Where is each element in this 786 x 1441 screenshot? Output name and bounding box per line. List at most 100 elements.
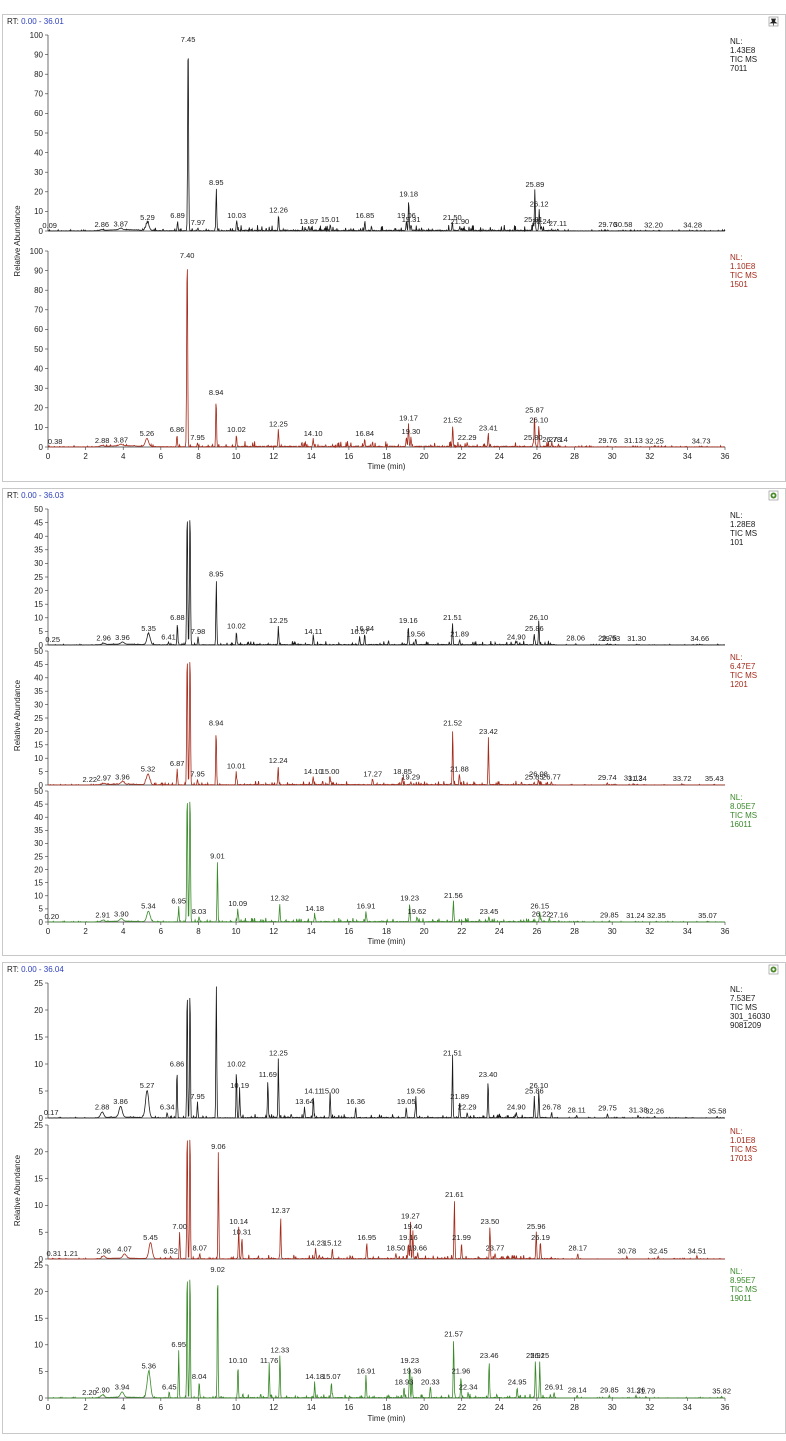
peak-label: 8.94 <box>209 719 224 728</box>
peak-label: 11.76 <box>260 1356 278 1365</box>
peak-label: 32.45 <box>649 1246 668 1255</box>
peak-label: 19.16 <box>399 1233 418 1242</box>
peak-label: 29.75 <box>598 634 617 643</box>
y-tick-label: 15 <box>34 1033 43 1042</box>
peak-label: 6.34 <box>160 1103 175 1112</box>
peak-label: 19.23 <box>400 894 419 903</box>
peak-label: 23.77 <box>486 1244 505 1253</box>
peak-label: 35.43 <box>705 774 724 783</box>
settings-icon[interactable] <box>768 964 779 975</box>
y-tick-label: 10 <box>34 1201 43 1210</box>
peak-label: 12.24 <box>269 756 288 765</box>
x-tick-label: 10 <box>232 927 241 936</box>
x-tick-label: 34 <box>683 927 692 936</box>
settings-icon[interactable] <box>768 490 779 501</box>
nl-line: NL: <box>730 37 742 46</box>
peak-label: 26.78 <box>542 435 561 444</box>
nl-line: 1201 <box>730 680 748 689</box>
peak-label: 2.86 <box>94 220 109 229</box>
y-tick-label: 5 <box>39 1087 44 1096</box>
x-tick-label: 34 <box>683 452 692 461</box>
nl-line: TIC MS <box>730 55 757 64</box>
peak-label: 6.89 <box>170 211 185 220</box>
peak-label: 0.38 <box>48 437 63 446</box>
peak-label: 19.05 <box>397 1097 416 1106</box>
y-tick-label: 25 <box>34 1261 43 1270</box>
x-tick-label: 20 <box>420 1403 429 1412</box>
peak-label: 7.95 <box>190 433 205 442</box>
peak-label: 7.45 <box>181 35 196 44</box>
x-tick-label: 26 <box>532 1403 541 1412</box>
y-tick-label: 0 <box>39 1255 44 1264</box>
y-tick-label: 5 <box>39 905 44 914</box>
trace-line <box>47 1139 726 1261</box>
y-tick-label: 20 <box>34 188 43 197</box>
peak-label: 30.78 <box>617 1246 636 1255</box>
x-tick-label: 12 <box>269 1403 278 1412</box>
y-tick-label: 25 <box>34 852 43 861</box>
nl-line: 7011 <box>730 64 748 73</box>
chromatogram-trace-black: 0 5 10 15 20 25 30 35 40 45 50 0.25 2.96 3.96 5.35 6.41… <box>34 505 757 650</box>
y-tick-label: 0 <box>39 641 44 650</box>
peak-label: 26.08 <box>529 770 548 779</box>
peak-label: 12.25 <box>269 1049 288 1058</box>
peak-label: 3.96 <box>115 633 130 642</box>
x-tick-label: 0 <box>46 452 51 461</box>
peak-label: 2.88 <box>95 1103 110 1112</box>
nl-line: TIC MS <box>730 811 757 820</box>
peak-label: 2.91 <box>95 911 110 920</box>
x-tick-label: 16 <box>344 1403 353 1412</box>
y-tick-label: 10 <box>34 1060 43 1069</box>
peak-label: 25.89 <box>525 180 544 189</box>
peak-label: 5.35 <box>141 624 156 633</box>
y-axis-title: Relative Abundance <box>13 205 22 277</box>
nl-line: 1.28E8 <box>730 520 756 529</box>
y-tick-label: 0 <box>39 918 44 927</box>
peak-label: 25.87 <box>525 406 544 415</box>
x-tick-label: 14 <box>307 1403 316 1412</box>
peak-label: 19.06 <box>397 211 416 220</box>
panel-1-svg: RT: 0.00 - 36.01 Relative Abundance Time (… <box>7 16 779 471</box>
nl-line: NL: <box>730 985 742 994</box>
peak-label: 19.16 <box>399 616 418 625</box>
x-tick-label: 18 <box>382 452 391 461</box>
peak-label: 15.00 <box>321 1086 340 1095</box>
peak-label: 7.95 <box>190 770 205 779</box>
y-tick-label: 90 <box>34 50 43 59</box>
nl-line: TIC MS <box>730 1003 757 1012</box>
peak-label: 19.17 <box>399 413 418 422</box>
peak-label: 29.75 <box>598 1104 617 1113</box>
pin-icon[interactable] <box>768 16 779 27</box>
peak-label: 21.52 <box>443 415 462 424</box>
peak-label: 5.29 <box>140 213 155 222</box>
peak-label: 29.74 <box>598 773 617 782</box>
chromatogram-panel-1: RT: 0.00 - 36.01 Relative Abundance Time (… <box>2 14 786 482</box>
trace-line <box>47 1279 726 1400</box>
x-tick-label: 6 <box>159 1403 164 1412</box>
peak-label: 24.95 <box>508 1377 527 1386</box>
peak-label: 3.87 <box>113 219 128 228</box>
nl-line: 19011 <box>730 1294 752 1303</box>
peak-label: 32.25 <box>645 436 664 445</box>
peak-label: 16.84 <box>355 624 374 633</box>
peak-label: 5.26 <box>140 429 155 438</box>
chromatogram-trace-red: 0 5 10 15 20 25 0.31 1.21 2.96 4.07 5.45 6.52 7.00 8.… <box>34 1121 757 1264</box>
peak-label: 14.10 <box>304 767 323 776</box>
nl-line: TIC MS <box>730 529 757 538</box>
x-tick-label: 0 <box>46 1403 51 1412</box>
y-tick-label: 10 <box>34 754 43 763</box>
peak-label: 17.27 <box>363 770 382 779</box>
y-tick-label: 20 <box>34 727 43 736</box>
panel-3-svg: RT: 0.00 - 36.04 Relative Abundance Time (… <box>7 964 779 1423</box>
peak-label: 2.90 <box>95 1385 110 1394</box>
x-axis-title: Time (min) <box>368 462 406 471</box>
peak-label: 2.97 <box>97 774 112 783</box>
x-tick-label: 20 <box>420 452 429 461</box>
y-tick-label: 0 <box>39 443 44 452</box>
y-tick-label: 45 <box>34 518 43 527</box>
peak-label: 29.85 <box>600 911 619 920</box>
peak-label: 10.02 <box>227 425 246 434</box>
peak-label: 21.88 <box>450 764 469 773</box>
